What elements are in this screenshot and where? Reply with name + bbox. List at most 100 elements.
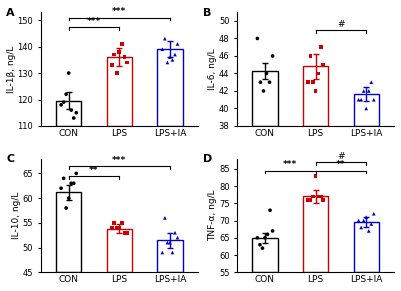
Bar — [157, 49, 182, 126]
Y-axis label: TNF-α, ng/L: TNF-α, ng/L — [209, 190, 217, 241]
Bar — [157, 240, 182, 272]
Point — [360, 218, 367, 223]
Point — [269, 229, 276, 233]
Bar — [107, 57, 132, 126]
Point — [315, 71, 321, 76]
Point — [363, 106, 369, 111]
Text: **: ** — [336, 160, 346, 169]
Point — [109, 63, 115, 68]
Point — [73, 110, 79, 115]
Point — [169, 250, 176, 255]
Point — [61, 100, 67, 104]
Point — [371, 97, 377, 102]
Point — [267, 208, 273, 212]
Text: D: D — [203, 154, 212, 164]
Point — [355, 218, 362, 223]
Text: **: ** — [89, 166, 99, 175]
Point — [58, 102, 64, 107]
Point — [61, 176, 67, 181]
Point — [257, 242, 263, 247]
Point — [254, 235, 261, 240]
Point — [111, 221, 117, 225]
Text: ***: *** — [87, 17, 101, 26]
Point — [257, 80, 263, 85]
Point — [266, 80, 273, 85]
Point — [159, 47, 166, 52]
Point — [174, 42, 181, 46]
Text: #: # — [337, 152, 345, 161]
Y-axis label: IL-6, ng/L: IL-6, ng/L — [209, 48, 217, 90]
Text: ***: *** — [112, 156, 126, 165]
Point — [315, 194, 321, 199]
Text: B: B — [203, 8, 211, 18]
Point — [113, 71, 120, 75]
Point — [368, 222, 375, 226]
Point — [68, 108, 75, 112]
Point — [65, 71, 72, 75]
Point — [65, 196, 72, 200]
Point — [320, 62, 326, 67]
Point — [167, 240, 173, 245]
Y-axis label: IL-1β, ng/L: IL-1β, ng/L — [7, 45, 16, 93]
Bar — [107, 229, 132, 272]
Point — [312, 173, 319, 178]
Bar — [354, 95, 379, 126]
Text: #: # — [337, 19, 345, 29]
Point — [259, 246, 266, 251]
Point — [320, 198, 326, 202]
Point — [174, 235, 181, 240]
Point — [305, 80, 311, 85]
Point — [264, 232, 271, 237]
Text: C: C — [6, 154, 14, 164]
Bar — [303, 66, 328, 126]
Point — [368, 80, 375, 85]
Point — [366, 89, 372, 93]
Point — [121, 230, 128, 235]
Point — [254, 36, 261, 41]
Point — [116, 49, 122, 54]
Point — [360, 89, 367, 93]
Point — [124, 230, 130, 235]
Point — [71, 181, 77, 186]
Bar — [56, 101, 81, 126]
Point — [116, 226, 122, 230]
Point — [63, 206, 69, 210]
Point — [366, 229, 372, 233]
Bar — [252, 71, 277, 126]
Bar — [56, 192, 81, 272]
Point — [162, 36, 168, 41]
Point — [159, 250, 166, 255]
Point — [121, 55, 128, 60]
Point — [68, 181, 75, 186]
Point — [71, 116, 77, 120]
Point — [124, 60, 130, 65]
Point — [355, 97, 362, 102]
Point — [58, 186, 64, 191]
Point — [307, 198, 314, 202]
Point — [172, 230, 178, 235]
Point — [318, 194, 324, 199]
Point — [73, 171, 79, 176]
Point — [312, 89, 319, 93]
Point — [262, 235, 268, 240]
Point — [358, 225, 365, 230]
Point — [269, 54, 276, 58]
Point — [167, 55, 173, 60]
Point — [310, 194, 316, 199]
Point — [63, 92, 69, 97]
Bar — [252, 238, 277, 272]
Point — [305, 198, 311, 202]
Point — [358, 97, 365, 102]
Bar — [303, 196, 328, 272]
Point — [109, 226, 115, 230]
Point — [371, 211, 377, 216]
Point — [164, 60, 170, 65]
Point — [162, 216, 168, 220]
Text: ***: *** — [283, 160, 298, 169]
Point — [113, 226, 120, 230]
Text: A: A — [6, 8, 15, 18]
Point — [318, 45, 324, 49]
Point — [119, 42, 125, 46]
Text: ***: *** — [112, 7, 126, 16]
Point — [307, 54, 314, 58]
